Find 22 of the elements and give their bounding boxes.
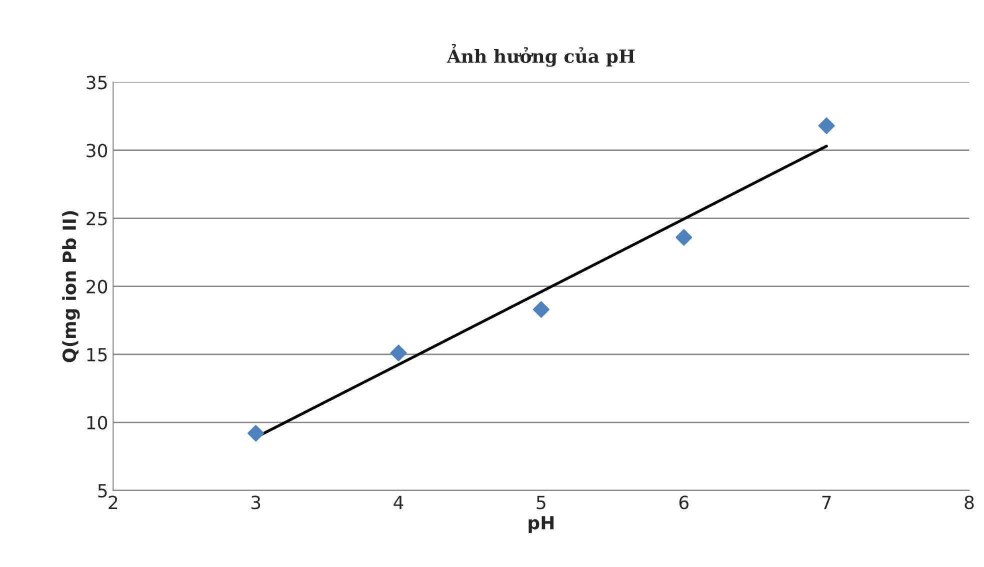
x-tick-label: 7 <box>822 496 831 510</box>
point <box>532 301 550 318</box>
y-tick-label: 35 <box>86 76 107 90</box>
y-tick-label: 25 <box>86 212 107 226</box>
point <box>390 344 407 362</box>
y-tick-label: 15 <box>87 348 107 362</box>
y-tick-label: 5 <box>98 484 107 498</box>
point <box>248 425 264 442</box>
point <box>818 117 835 134</box>
y-tick-label: 10 <box>87 416 108 430</box>
x-tick-label: 3 <box>251 496 260 510</box>
y-axis-title: Q(mg ion Pb II) <box>62 211 80 362</box>
x-tick-label: 8 <box>964 496 974 510</box>
x-axis-title: pH <box>528 516 554 534</box>
chart-title: Ảnh hưởng của pH <box>446 44 635 67</box>
x-tick-label: 5 <box>536 496 546 510</box>
x-tick-label: 2 <box>108 496 118 510</box>
x-tick-label: 6 <box>679 496 688 510</box>
y-tick-label: 20 <box>86 280 108 294</box>
y-tick-label: 30 <box>86 144 108 158</box>
point <box>676 229 692 246</box>
x-tick-label: 4 <box>394 496 404 510</box>
